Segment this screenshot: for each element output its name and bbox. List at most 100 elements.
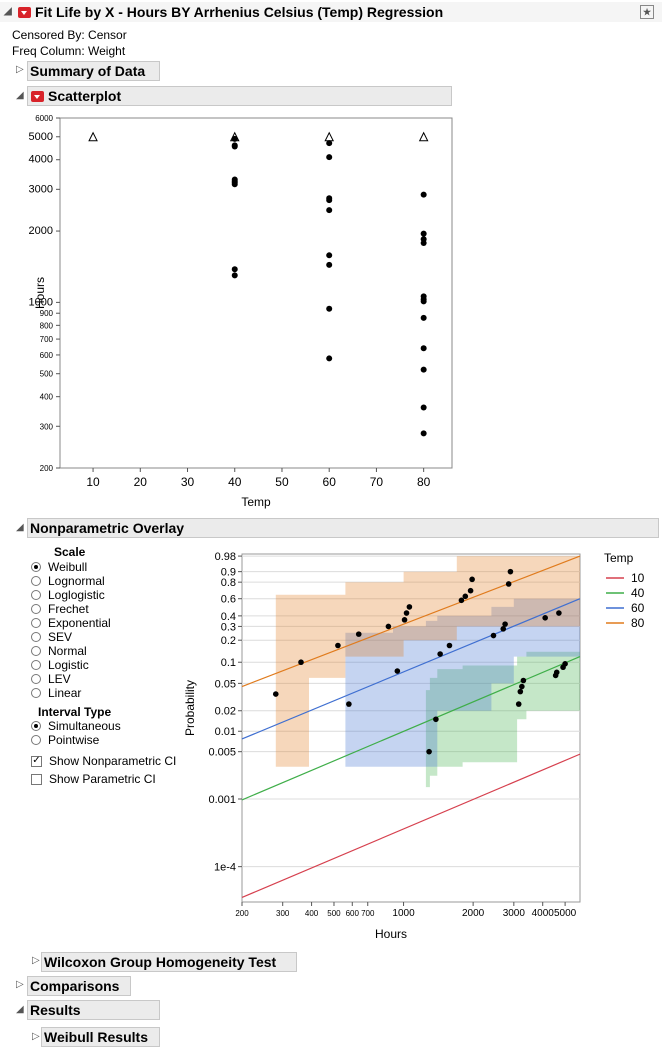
legend-label-60: 60 <box>631 601 645 615</box>
scale-option-normal[interactable]: Normal <box>31 644 111 658</box>
collapse-triangle-icon[interactable]: ◢ <box>16 90 24 101</box>
data-point-40 <box>426 748 432 755</box>
summary-of-data-header[interactable]: Summary of Data <box>27 61 160 81</box>
data-point-60 <box>346 701 352 707</box>
y-tick-label: 0.1 <box>221 657 236 669</box>
x-tick-label: 80 <box>417 475 431 489</box>
freq-column-text: Freq Column: Weight <box>12 44 126 58</box>
x-tick-label: 300 <box>276 909 290 918</box>
radio-icon[interactable] <box>31 618 41 628</box>
data-point-80 <box>469 576 475 583</box>
scale-option-sev[interactable]: SEV <box>31 630 111 644</box>
radio-icon[interactable] <box>31 562 41 572</box>
data-point-80 <box>403 610 410 616</box>
weibull-results-header[interactable]: Weibull Results <box>41 1027 160 1047</box>
collapse-triangle-icon[interactable]: ◢ <box>16 522 24 533</box>
y-tick-label: 0.01 <box>215 726 236 738</box>
checkbox-icon[interactable] <box>31 773 42 785</box>
wilcoxon-header[interactable]: Wilcoxon Group Homogeneity Test <box>41 952 297 972</box>
scatterplot-header[interactable]: Scatterplot <box>27 86 452 106</box>
x-tick-label: 50 <box>275 475 289 489</box>
legend-label-80: 80 <box>631 616 645 630</box>
x-tick-label: 60 <box>323 475 337 489</box>
censored-point <box>324 131 335 142</box>
scale-option-lev[interactable]: LEV <box>31 672 111 686</box>
y-tick-label: 4000 <box>29 154 53 166</box>
data-point-60 <box>446 642 453 649</box>
scatterplot-title: Scatterplot <box>48 88 122 104</box>
interval-radio-group: Simultaneous Pointwise <box>31 719 121 747</box>
legend-title: Temp <box>604 551 634 565</box>
interval-option-simultaneous[interactable]: Simultaneous <box>31 719 121 733</box>
scale-option-label: SEV <box>48 630 73 644</box>
data-point-40 <box>553 669 560 676</box>
x-tick-label: 700 <box>361 909 375 918</box>
data-point-80 <box>458 597 465 604</box>
x-tick-label: 1000 <box>392 908 415 919</box>
ci-band-80 <box>275 556 580 767</box>
nonparametric-overlay-chart: 1e-4 0.001 0.005 0.01 0.02 0.05 0.1 0.2 0.30.4 0.… <box>183 551 645 940</box>
y-tick-label: 0.05 <box>215 678 236 690</box>
scale-option-loglogistic[interactable]: Loglogistic <box>31 588 111 602</box>
star-menu-icon[interactable]: ★ <box>640 5 654 19</box>
collapse-triangle-icon[interactable]: ◢ <box>4 6 12 17</box>
x-tick-label: 2000 <box>462 908 485 919</box>
interval-option-label: Simultaneous <box>48 719 121 733</box>
data-point-80 <box>462 593 469 600</box>
radio-icon[interactable] <box>31 735 41 745</box>
checkbox-icon[interactable]: ✓ <box>31 755 42 767</box>
interval-option-pointwise[interactable]: Pointwise <box>31 733 121 747</box>
scale-option-frechet[interactable]: Frechet <box>31 602 111 616</box>
y-tick-label: 700 <box>40 335 54 344</box>
red-triangle-menu-icon[interactable] <box>18 6 31 18</box>
scale-option-logistic[interactable]: Logistic <box>31 658 111 672</box>
data-point-60 <box>502 621 508 627</box>
y-tick-label: 0.2 <box>221 635 236 647</box>
x-tick-label: 5000 <box>554 908 577 919</box>
y-tick-label: 0.001 <box>208 794 236 806</box>
scale-label: Scale <box>54 545 86 559</box>
scale-option-weibull[interactable]: Weibull <box>31 560 111 574</box>
y-tick-label: 0.3 <box>221 621 236 633</box>
nonparametric-overlay-header[interactable]: Nonparametric Overlay <box>27 518 659 538</box>
expand-triangle-icon[interactable]: ▷ <box>16 64 24 75</box>
show-nonparametric-ci-checkbox[interactable]: ✓ Show Nonparametric CI <box>31 752 176 770</box>
data-point-60 <box>394 668 401 674</box>
expand-triangle-icon[interactable]: ▷ <box>32 1031 40 1042</box>
results-header[interactable]: Results <box>27 1000 160 1020</box>
scatter-point <box>326 261 333 268</box>
comparisons-header[interactable]: Comparisons <box>27 976 131 996</box>
scatter-point <box>326 305 333 312</box>
data-point-80 <box>272 691 279 697</box>
show-parametric-ci-checkbox[interactable]: Show Parametric CI <box>31 770 176 788</box>
radio-icon[interactable] <box>31 674 41 684</box>
radio-icon[interactable] <box>31 721 41 731</box>
radio-icon[interactable] <box>31 590 41 600</box>
x-tick-label: 30 <box>181 475 195 489</box>
ci-band-60 <box>345 590 580 767</box>
radio-icon[interactable] <box>31 660 41 670</box>
censored-point <box>88 131 98 142</box>
x-tick-label: 600 <box>346 909 360 918</box>
y-tick-label: 900 <box>40 309 54 318</box>
x-axis-title: Temp <box>241 495 271 509</box>
expand-triangle-icon[interactable]: ▷ <box>32 955 40 966</box>
radio-icon[interactable] <box>31 604 41 614</box>
radio-icon[interactable] <box>31 632 41 642</box>
data-point-60 <box>490 632 497 639</box>
scale-option-lognormal[interactable]: Lognormal <box>31 574 111 588</box>
radio-icon[interactable] <box>31 576 41 586</box>
summary-of-data-title: Summary of Data <box>30 63 146 79</box>
scale-option-exponential[interactable]: Exponential <box>31 616 111 630</box>
collapse-triangle-icon[interactable]: ◢ <box>16 1004 24 1015</box>
expand-triangle-icon[interactable]: ▷ <box>16 979 24 990</box>
red-triangle-menu-icon[interactable] <box>31 90 44 102</box>
wilcoxon-title: Wilcoxon Group Homogeneity Test <box>44 954 277 970</box>
censored-point <box>418 131 429 142</box>
data-point-80 <box>505 581 512 587</box>
scale-option-label: Frechet <box>48 602 89 616</box>
y-tick-label: 200 <box>40 464 54 473</box>
radio-icon[interactable] <box>31 646 41 656</box>
radio-icon[interactable] <box>31 688 41 698</box>
scale-option-linear[interactable]: Linear <box>31 686 111 700</box>
